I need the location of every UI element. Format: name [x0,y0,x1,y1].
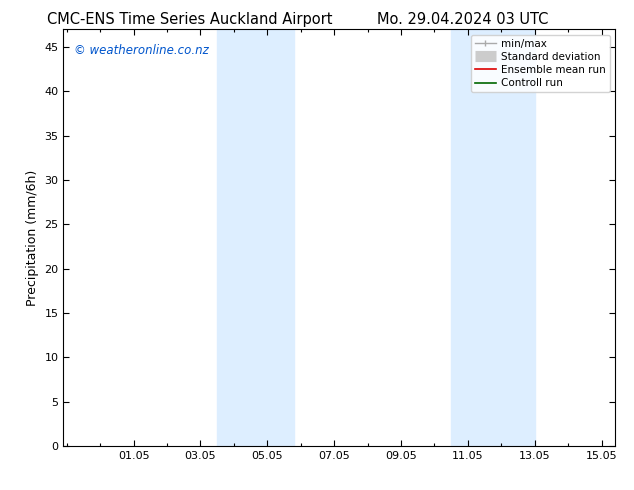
Text: CMC-ENS Time Series Auckland Airport: CMC-ENS Time Series Auckland Airport [48,12,333,27]
Bar [451,29,534,446]
Y-axis label: Precipitation (mm/6h): Precipitation (mm/6h) [26,170,39,306]
Legend: min/max, Standard deviation, Ensemble mean run, Controll run: min/max, Standard deviation, Ensemble me… [470,35,610,92]
Bar [217,29,294,446]
Text: Mo. 29.04.2024 03 UTC: Mo. 29.04.2024 03 UTC [377,12,548,27]
Text: © weatheronline.co.nz: © weatheronline.co.nz [74,44,209,57]
